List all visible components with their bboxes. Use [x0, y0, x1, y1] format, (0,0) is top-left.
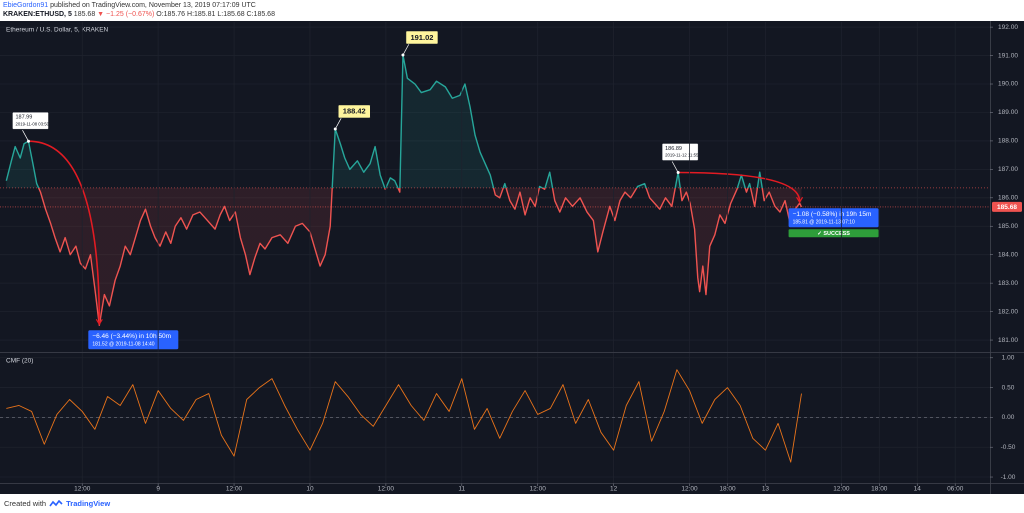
ohlc: O:185.76 H:185.81 L:185.68 C:185.68: [156, 11, 275, 18]
measure-box: [88, 330, 179, 350]
callout-tail: [671, 161, 679, 173]
cmf-line: [6, 369, 802, 463]
callout-point: [401, 53, 405, 57]
x-tick-label: 14: [914, 486, 922, 493]
footer: Created with TradingView: [4, 499, 110, 508]
panel-title: CMF (20): [6, 358, 33, 365]
y-tick-label: 0.50: [1002, 384, 1015, 391]
callout-box: [405, 30, 439, 45]
footer-text: Created with: [4, 499, 47, 508]
y-tick-label: 184.00: [998, 251, 1018, 258]
measure-arrow: [678, 171, 801, 202]
y-tick-label: 0.00: [1002, 414, 1015, 421]
y-tick-label: 192.00: [998, 24, 1018, 31]
callout-box: [12, 111, 49, 130]
y-tick-label: 186.00: [998, 195, 1018, 202]
y-tick-label: 190.00: [998, 81, 1018, 88]
measure-arrow: [28, 140, 101, 324]
x-tick-label: 18:00: [719, 486, 736, 493]
publish-line: EbieGordon91 published on TradingView.co…: [3, 1, 275, 10]
author-link[interactable]: EbieGordon91: [3, 2, 49, 9]
x-tick-label: 18:00: [871, 486, 888, 493]
x-tick-label: 13: [762, 486, 770, 493]
callout-date: 2019-11-08 03:50: [15, 121, 49, 126]
callout-price: 191.02: [410, 33, 433, 42]
x-tick-label: 12:00: [530, 486, 547, 493]
measure-text: −6.46 (−3.44%) in 10h 50m: [92, 333, 171, 340]
y-tick-label: 191.00: [998, 52, 1018, 59]
x-tick-label: 12:00: [681, 486, 698, 493]
y-tick-label: 185.00: [998, 223, 1018, 230]
callout-price: 187.99: [15, 115, 32, 121]
x-tick-label: 12:00: [74, 486, 91, 493]
chart-background: [0, 21, 1024, 494]
y-tick-label: -0.50: [1001, 444, 1016, 451]
x-tick-label: 11: [458, 486, 465, 493]
y-tick-label: -1.00: [1001, 474, 1016, 481]
y-tick-label: 188.00: [998, 138, 1018, 145]
x-tick-label: 06:00: [947, 486, 964, 493]
measure-box: [788, 208, 879, 228]
y-tick-label: 187.00: [998, 166, 1018, 173]
logo: [49, 499, 63, 506]
last-price-label: 185.68: [997, 204, 1017, 211]
y-tick-label: 181.00: [998, 337, 1018, 344]
measure-arrowhead: [95, 318, 103, 326]
y-tick-label: 182.00: [998, 308, 1018, 315]
footer-brand[interactable]: TradingView: [66, 499, 111, 508]
panel-title: Ethereum / U.S. Dollar, 5, KRAKEN: [6, 27, 109, 34]
measure-text: −1.08 (−0.58%) in 19h 15m: [793, 211, 872, 218]
header: EbieGordon91 published on TradingView.co…: [3, 1, 275, 19]
symbol: KRAKEN:ETHUSD, 5: [3, 11, 72, 18]
y-tick-label: 1.00: [1002, 354, 1015, 361]
measure-arrowhead: [796, 196, 804, 204]
last: 185.68: [73, 11, 96, 18]
chart: 181.00 182.00 183.00 184.00 185.00 186.00 187.…: [0, 21, 1024, 494]
callout-tail: [334, 117, 342, 130]
callout-point: [333, 127, 337, 131]
x-tick-label: 10: [306, 486, 314, 493]
callout-box: [338, 104, 371, 119]
last-price-tag: [992, 201, 1022, 212]
callout-price: 186.89: [665, 146, 682, 152]
price-area: [6, 55, 802, 326]
y-tick-label: 189.00: [998, 109, 1018, 116]
x-tick-label: 12:00: [833, 486, 850, 493]
callout-tail: [402, 43, 410, 56]
status-text: ✓ SUCCESS: [817, 231, 850, 237]
published: published on TradingView.com, November 1…: [50, 2, 256, 9]
x-tick-label: 12:00: [378, 486, 395, 493]
x-tick-label: 12: [610, 486, 618, 493]
symbol-line: KRAKEN:ETHUSD, 5 185.68 ▼ −1.25 (−0.67%)…: [3, 10, 275, 19]
callout-point: [26, 139, 30, 143]
x-tick-label: 9: [156, 486, 160, 493]
callout-point: [676, 170, 680, 174]
measure-detail: 181.52 @ 2019-11-08 14:40: [92, 342, 154, 348]
y-tick-label: 183.00: [998, 280, 1018, 287]
status-box: [788, 229, 879, 238]
x-tick-label: 12:00: [226, 486, 243, 493]
change: ▼ −1.25 (−0.67%): [97, 11, 155, 18]
callout-price: 188.42: [343, 107, 366, 116]
callout-date: 2019-11-12 11:55: [665, 153, 699, 158]
measure-detail: 185.81 @ 2019-11-13 07:10: [793, 220, 855, 226]
callout-tail: [22, 130, 29, 142]
